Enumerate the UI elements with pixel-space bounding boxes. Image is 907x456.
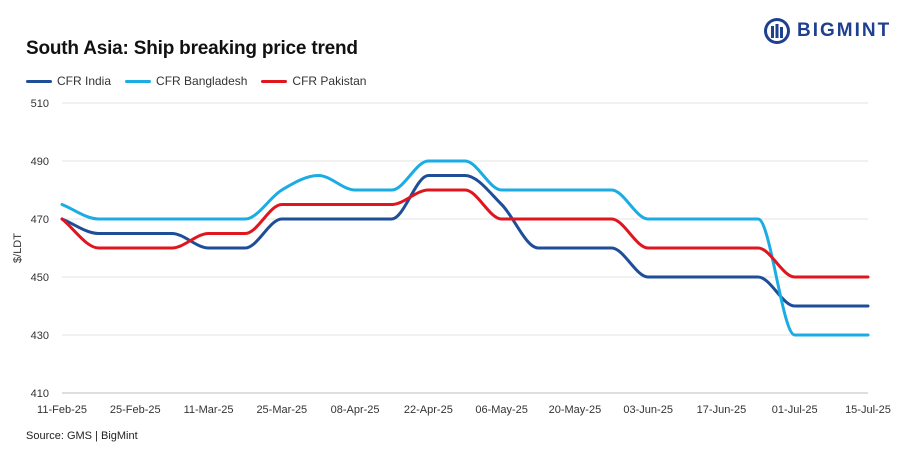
series-lines [60,159,870,337]
x-tick-label: 25-Feb-25 [110,404,161,416]
x-tick-label: 11-Feb-25 [37,404,87,416]
legend-swatch-india [26,79,52,83]
y-tick-label: 450 [31,272,49,284]
x-tick-label: 03-Jun-25 [623,404,673,416]
series-line-india [60,173,870,308]
x-tick-label: 11-Mar-25 [184,404,234,416]
bigmint-logo-icon [764,18,790,44]
legend-label-pakistan: CFR Pakistan [292,74,367,88]
x-tick-label: 06-May-25 [475,404,528,416]
x-axis: 11-Feb-25 25-Feb-25 11-Mar-25 25-Mar-25 08-A… [37,404,891,416]
x-tick-label: 20-May-25 [549,404,602,416]
y-axis-label: $/LDT [12,233,24,263]
y-tick-label: 470 [31,214,49,226]
legend-label-india: CFR India [57,74,112,88]
series-line-bangladesh [60,159,870,337]
legend-item-india: CFR India [26,74,111,88]
legend-item-pakistan: CFR Pakistan [261,74,366,88]
x-tick-label: 01-Jul-25 [772,404,818,416]
y-tick-label: 430 [31,330,49,342]
x-tick-label: 25-Mar-25 [256,404,307,416]
chart-title: South Asia: Ship breaking price trend [26,38,358,59]
brand-name: BIGMINT [797,20,892,41]
y-tick-label: 410 [31,388,49,400]
series-line-pakistan [60,188,870,279]
source-note: Source: GMS | BigMint [26,430,138,442]
legend-label-bangladesh: CFR Bangladesh [156,74,248,88]
x-tick-label: 15-Jul-25 [845,404,891,416]
legend-swatch-pakistan [261,79,288,83]
y-tick-label: 510 [31,98,49,110]
brand-logo: BIGMINT [763,17,891,45]
x-tick-label: 08-Apr-25 [331,404,380,416]
x-tick-label: 17-Jun-25 [697,404,747,416]
chart-legend: CFR India CFR Bangladesh CFR Pakistan [26,74,366,88]
legend-item-bangladesh: CFR Bangladesh [125,74,247,88]
legend-swatch-bangladesh [125,79,152,83]
x-tick-label: 22-Apr-25 [404,404,453,416]
y-axis: 410 430 450 470 490 510 [31,98,49,400]
y-tick-label: 490 [31,156,49,168]
